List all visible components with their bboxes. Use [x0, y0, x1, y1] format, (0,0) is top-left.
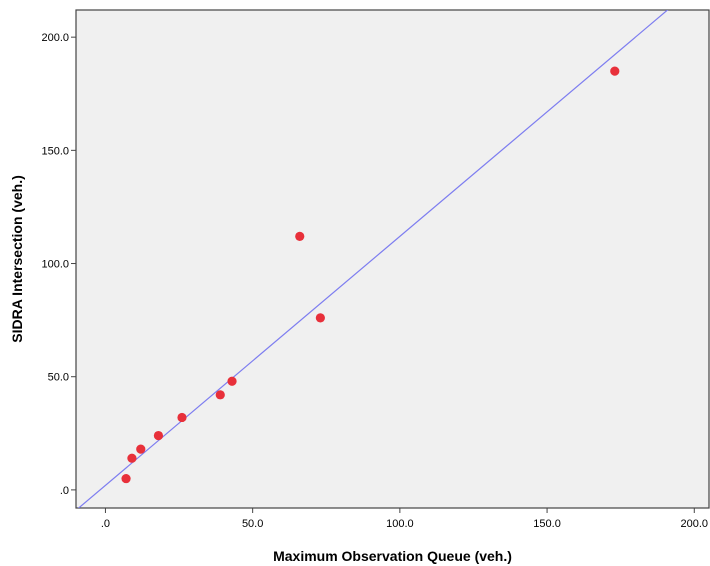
data-point-8	[295, 231, 305, 241]
plot-area	[75, 9, 710, 509]
x-axis-title: Maximum Observation Queue (veh.)	[273, 548, 512, 564]
x-tick-label-4: 200.0	[681, 518, 709, 530]
y-axis-title: SIDRA Intersection (veh.)	[9, 175, 25, 343]
y-tick-label-0: .0	[60, 485, 69, 497]
y-tick-label-4: 200.0	[41, 32, 69, 44]
data-point-4	[153, 430, 164, 441]
y-axis: .0 50.0 100.0 150.0 200.0	[41, 32, 76, 497]
x-tick-label-1: 50.0	[242, 518, 263, 530]
data-point-10	[610, 66, 620, 76]
y-tick-label-2: 100.0	[41, 259, 69, 271]
data-points-layer	[121, 66, 620, 484]
y-tick-label-3: 150.0	[41, 145, 69, 157]
data-point-9	[315, 313, 325, 323]
data-point-3	[136, 444, 146, 454]
y-tick-label-1: 50.0	[48, 372, 69, 384]
x-tick-label-3: 150.0	[533, 518, 561, 530]
data-point-2	[127, 453, 137, 463]
data-point-7	[227, 376, 237, 386]
data-point-5	[177, 412, 187, 423]
x-tick-label-0: .0	[101, 518, 110, 530]
x-tick-label-2: 100.0	[386, 518, 414, 530]
data-point-1	[121, 473, 131, 484]
x-axis: .0 50.0 100.0 150.0 200.0	[101, 508, 708, 530]
data-point-6	[215, 390, 225, 400]
